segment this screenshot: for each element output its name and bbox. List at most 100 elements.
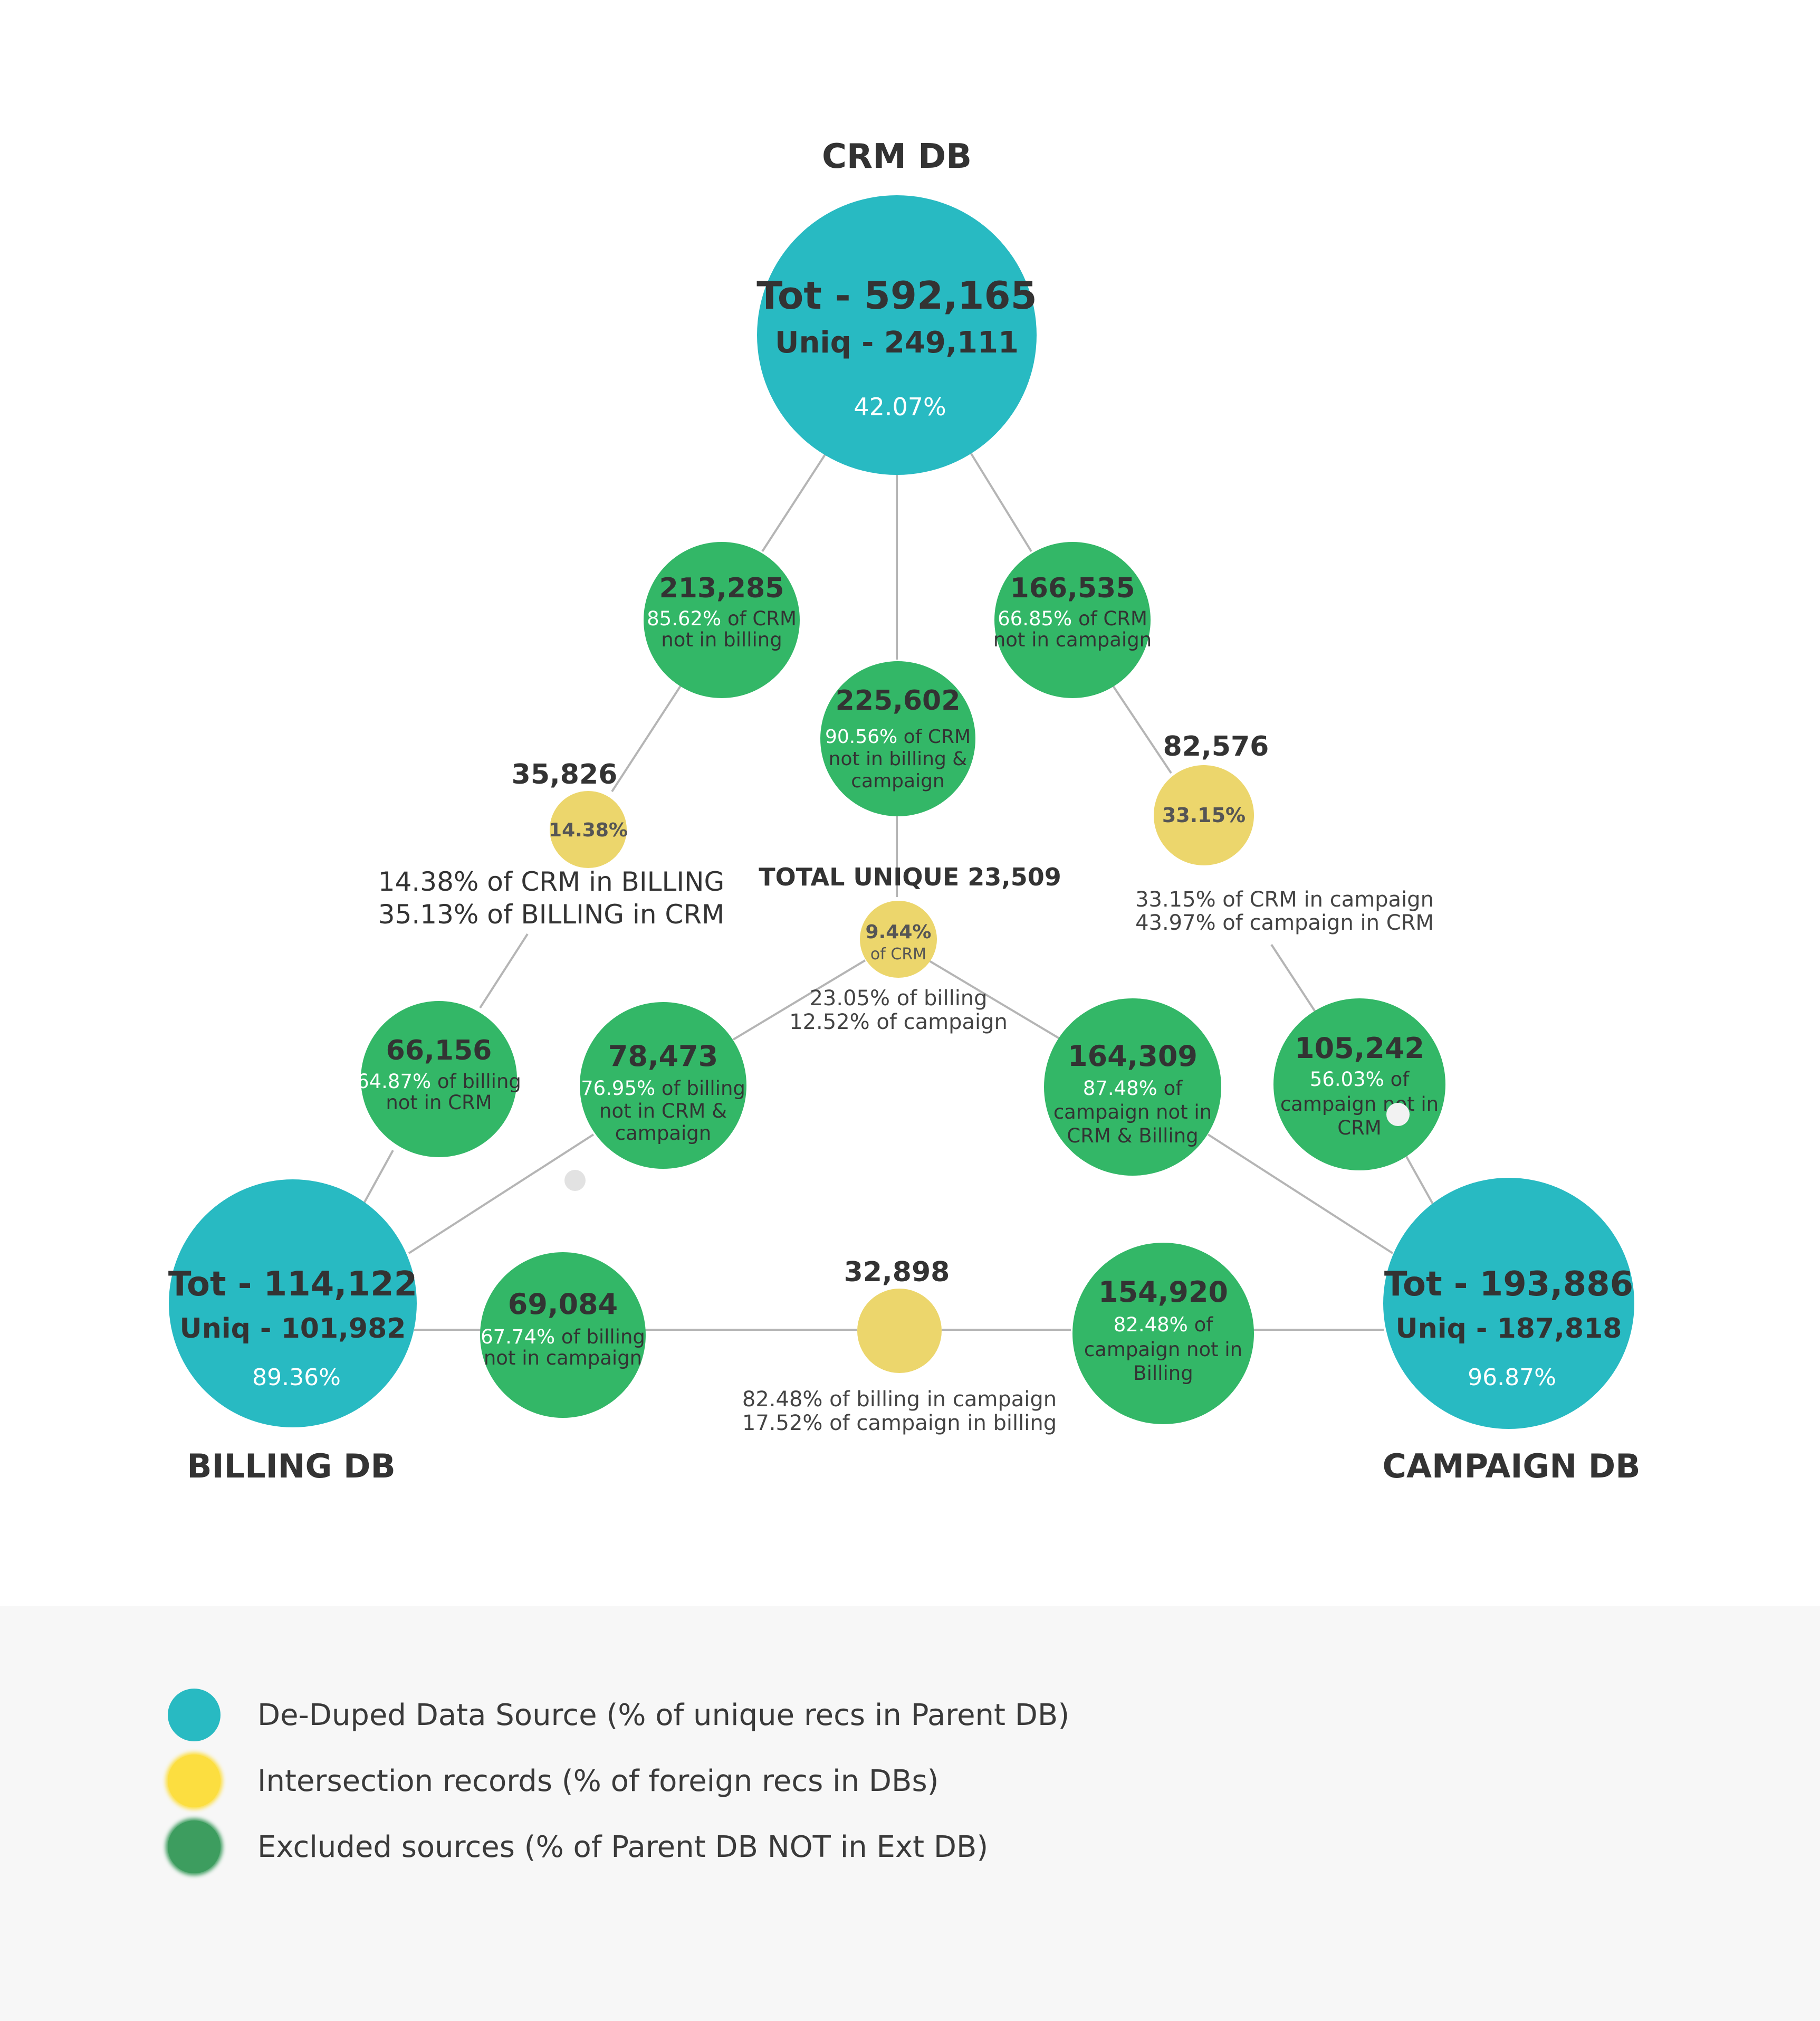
- excluded-pct: 66.85%: [998, 607, 1072, 630]
- excluded-desc-line1: 76.95% of billing: [581, 1077, 745, 1100]
- excluded-desc-rest: of CRM: [1072, 607, 1147, 630]
- excluded-circle: [1072, 1243, 1254, 1424]
- decorative-dot: [1386, 1103, 1410, 1126]
- excluded-desc-line2: not in CRM: [386, 1091, 492, 1114]
- legend-item-source: De-Duped Data Source (% of unique recs i…: [168, 1689, 1069, 1741]
- excluded-pct: 64.87%: [357, 1070, 431, 1093]
- excluded-desc-rest: of billing: [431, 1070, 521, 1093]
- legend-teal-dot-icon: [168, 1689, 221, 1741]
- excluded-node-billing-not-both: 78,473 76.95% of billing not in CRM & ca…: [580, 1002, 746, 1169]
- excluded-circle: [480, 1252, 646, 1418]
- billing-total: Tot - 114,122: [168, 1265, 417, 1304]
- intersection-desc1: 33.15% of CRM in campaign: [1135, 888, 1434, 912]
- excluded-circle: [361, 1001, 517, 1157]
- billing-unique: Uniq - 101,982: [180, 1313, 406, 1345]
- source-circle-campaign: [1383, 1178, 1634, 1429]
- intersection-desc2: 17.52% of campaign in billing: [742, 1411, 1057, 1435]
- excluded-desc-line1: 64.87% of billing: [357, 1070, 521, 1093]
- edge-66156-to-billing: [363, 1150, 394, 1204]
- intersection-value: 82,576: [1163, 731, 1269, 762]
- excluded-desc-rest: of CRM: [897, 726, 971, 748]
- edge-213285-to-14pct: [611, 685, 682, 793]
- excluded-desc-line3: CRM & Billing: [1067, 1124, 1198, 1147]
- excluded-pct: 87.48%: [1083, 1077, 1157, 1100]
- intersection-value: 35,826: [512, 759, 618, 790]
- excluded-desc-rest: of: [1188, 1313, 1213, 1336]
- intersection-circle: [1154, 765, 1254, 865]
- excluded-value: 66,156: [386, 1035, 492, 1066]
- source-node-campaign: Tot - 193,886 Uniq - 187,818 96.87% CAMP…: [1382, 1178, 1641, 1485]
- intersection-node-crm-billing: 35,826 14.38% 14.38% of CRM in BILLING 3…: [378, 759, 724, 930]
- excluded-desc-line1: 67.74% of billing: [481, 1326, 645, 1348]
- excluded-value: 154,920: [1098, 1275, 1228, 1309]
- excluded-value: 105,242: [1295, 1032, 1424, 1065]
- total-unique-title: TOTAL UNIQUE 23,509: [759, 863, 1061, 891]
- excluded-desc-line2: not in campaign: [484, 1347, 642, 1369]
- intersection-node-total: TOTAL UNIQUE 23,509 9.44% of CRM 23.05% …: [759, 863, 1061, 1034]
- excluded-value: 166,535: [1010, 573, 1135, 604]
- excluded-pct: 76.95%: [581, 1077, 655, 1100]
- legend-yellow-dot-icon: [168, 1755, 221, 1807]
- campaign-total: Tot - 193,886: [1384, 1265, 1633, 1304]
- excluded-desc-line1: 56.03% of: [1310, 1068, 1410, 1091]
- excluded-desc-rest: of CRM: [721, 607, 797, 630]
- intersection-node-crm-campaign: 82,576 33.15% 33.15% of CRM in campaign …: [1135, 731, 1434, 935]
- excluded-pct: 85.62%: [647, 607, 721, 630]
- legend-panel: [0, 1606, 1820, 2021]
- intersection-circle: [550, 791, 627, 868]
- excluded-circle: [820, 661, 975, 816]
- excluded-node-crm-not-campaign: 166,535 66.85% of CRM not in campaign: [993, 542, 1152, 698]
- decorative-dot: [564, 1170, 586, 1191]
- excluded-desc-line1: 87.48% of: [1083, 1077, 1183, 1100]
- crm-unique-percent: 42.07%: [854, 393, 946, 421]
- excluded-value: 213,285: [659, 573, 784, 604]
- intersection-circle: [857, 1289, 942, 1373]
- excluded-desc-line1: 90.56% of CRM: [825, 726, 971, 748]
- intersection-value: 32,898: [844, 1256, 950, 1288]
- legend-label-intersection: Intersection records (% of foreign recs …: [257, 1763, 939, 1798]
- source-node-crm: CRM DB Tot - 592,165 Uniq - 249,111 42.0…: [756, 137, 1037, 475]
- intersection-desc1: 14.38% of CRM in BILLING: [378, 866, 724, 897]
- intersection-pct: 33.15%: [1162, 804, 1246, 827]
- excluded-value: 164,309: [1068, 1040, 1198, 1073]
- legend-green-dot-icon: [168, 1820, 221, 1873]
- excluded-desc-line2: not in campaign: [993, 628, 1152, 651]
- excluded-desc-line2: campaign not in: [1280, 1093, 1439, 1116]
- excluded-desc-line1: 82.48% of: [1114, 1313, 1213, 1336]
- excluded-node-billing-not-crm: 66,156 64.87% of billing not in CRM: [357, 1001, 521, 1157]
- intersection-desc1: 82.48% of billing in campaign: [742, 1387, 1057, 1412]
- excluded-node-crm-not-billing: 213,285 85.62% of CRM not in billing: [644, 542, 800, 698]
- legend-item-excluded: Excluded sources (% of Parent DB NOT in …: [168, 1820, 988, 1873]
- campaign-unique-percent: 96.87%: [1468, 1364, 1556, 1391]
- intersection-node-billing-campaign: 32,898 82.48% of billing in campaign 17.…: [742, 1256, 1057, 1435]
- excluded-desc-rest: of: [1384, 1068, 1410, 1091]
- edge-33pct-to-105242: [1270, 943, 1317, 1014]
- billing-unique-percent: 89.36%: [252, 1364, 341, 1391]
- crm-db-title: CRM DB: [822, 137, 972, 176]
- excluded-value: 225,602: [836, 685, 961, 717]
- intersection-desc2: 43.97% of campaign in CRM: [1135, 911, 1434, 935]
- excluded-desc-line2: not in billing: [661, 628, 782, 651]
- edge-14pct-to-66156: [479, 933, 529, 1009]
- edge-105242-to-campaign: [1405, 1155, 1435, 1206]
- excluded-desc-line3: campaign: [851, 770, 945, 792]
- excluded-desc-line1: 66.85% of CRM: [998, 607, 1147, 630]
- edges: [363, 450, 1435, 1331]
- campaign-unique: Uniq - 187,818: [1396, 1313, 1622, 1345]
- excluded-value: 78,473: [608, 1040, 718, 1073]
- excluded-node-crm-not-both: 225,602 90.56% of CRM not in billing & c…: [820, 661, 975, 816]
- excluded-desc-rest: of billing: [655, 1077, 745, 1100]
- legend-label-excluded: Excluded sources (% of Parent DB NOT in …: [257, 1829, 989, 1864]
- excluded-node-campaign-not-both: 164,309 87.48% of campaign not in CRM & …: [1044, 998, 1221, 1176]
- edge-crm-to-213285: [761, 453, 827, 552]
- excluded-desc-line2: not in billing &: [829, 748, 968, 770]
- excluded-desc-line2: campaign not in: [1084, 1338, 1242, 1361]
- crm-unique: Uniq - 249,111: [775, 326, 1019, 360]
- campaign-db-title: CAMPAIGN DB: [1382, 1447, 1640, 1485]
- billing-db-title: BILLING DB: [187, 1447, 396, 1485]
- excluded-desc-line2: not in CRM &: [599, 1100, 727, 1122]
- excluded-node-billing-not-campaign: 69,084 67.74% of billing not in campaign: [480, 1252, 646, 1418]
- edge-166535-to-33pct: [1112, 685, 1172, 774]
- excluded-desc-rest: of billing: [555, 1326, 645, 1348]
